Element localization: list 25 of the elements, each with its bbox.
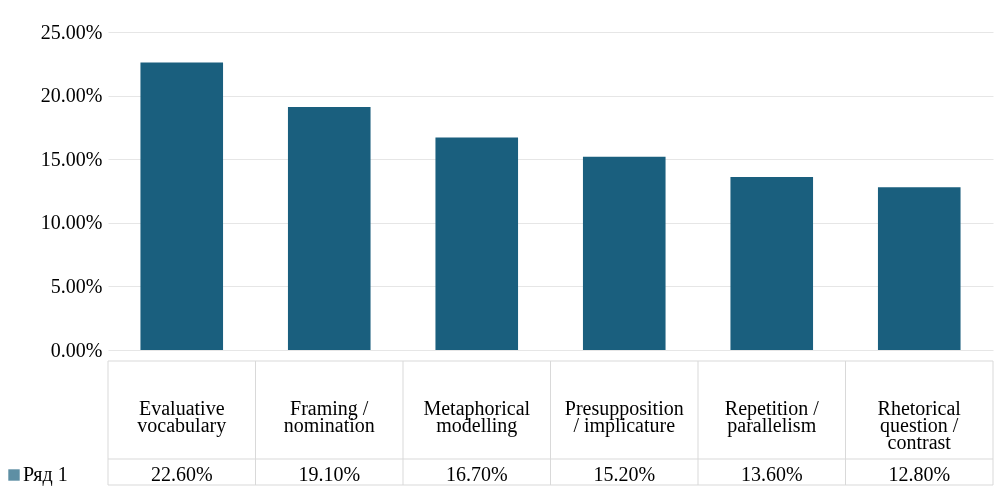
text: 19.10% [298, 463, 361, 485]
bar [287, 107, 371, 350]
text: 12.80% [888, 463, 951, 485]
x-tick-label: Rhetorical question / contrast [877, 397, 962, 453]
text: 22.60% [150, 463, 213, 485]
y-tick-label: 10.00% [40, 211, 103, 234]
x-tick-label: Metaphorical modelling [423, 397, 531, 437]
text: 13.60% [740, 463, 803, 485]
y-tick-label: 0.00% [50, 338, 103, 361]
legend-label: Ряд 1 [23, 463, 68, 486]
y-tick-label: 5.00% [50, 274, 103, 297]
y-tick-label: 25.00% [40, 20, 103, 43]
x-tick-label: Evaluative vocabulary [137, 397, 227, 437]
y-tick-label: 15.00% [40, 147, 103, 170]
y-tick-label: 20.00% [40, 84, 103, 107]
bar [435, 137, 519, 350]
x-tick-label: Framing / nomination [283, 397, 375, 436]
bar [140, 62, 224, 350]
text: 15.20% [593, 463, 656, 485]
bar [582, 156, 666, 350]
x-tick-label: Repetition / parallelism [724, 397, 820, 437]
text: 16.70% [445, 463, 508, 485]
x-tick-label: Presupposition / implicature [564, 397, 684, 437]
bar [730, 177, 814, 350]
bar [877, 187, 961, 350]
